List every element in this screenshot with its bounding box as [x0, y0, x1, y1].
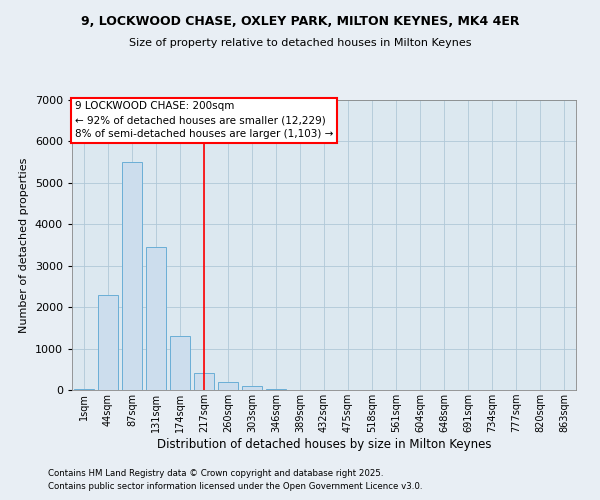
- X-axis label: Distribution of detached houses by size in Milton Keynes: Distribution of detached houses by size …: [157, 438, 491, 451]
- Bar: [266, 389, 286, 390]
- Bar: [146, 247, 166, 390]
- Bar: [170, 336, 190, 390]
- Bar: [122, 162, 142, 390]
- Text: Contains public sector information licensed under the Open Government Licence v3: Contains public sector information licen…: [48, 482, 422, 491]
- Text: 9 LOCKWOOD CHASE: 200sqm
← 92% of detached houses are smaller (12,229)
8% of sem: 9 LOCKWOOD CHASE: 200sqm ← 92% of detach…: [74, 102, 333, 140]
- Bar: [194, 374, 214, 390]
- Bar: [74, 389, 94, 390]
- Text: Contains HM Land Registry data © Crown copyright and database right 2025.: Contains HM Land Registry data © Crown c…: [48, 468, 383, 477]
- Bar: [98, 294, 118, 390]
- Text: Size of property relative to detached houses in Milton Keynes: Size of property relative to detached ho…: [129, 38, 471, 48]
- Bar: [242, 386, 262, 390]
- Y-axis label: Number of detached properties: Number of detached properties: [19, 158, 29, 332]
- Text: 9, LOCKWOOD CHASE, OXLEY PARK, MILTON KEYNES, MK4 4ER: 9, LOCKWOOD CHASE, OXLEY PARK, MILTON KE…: [81, 15, 519, 28]
- Bar: [218, 382, 238, 390]
